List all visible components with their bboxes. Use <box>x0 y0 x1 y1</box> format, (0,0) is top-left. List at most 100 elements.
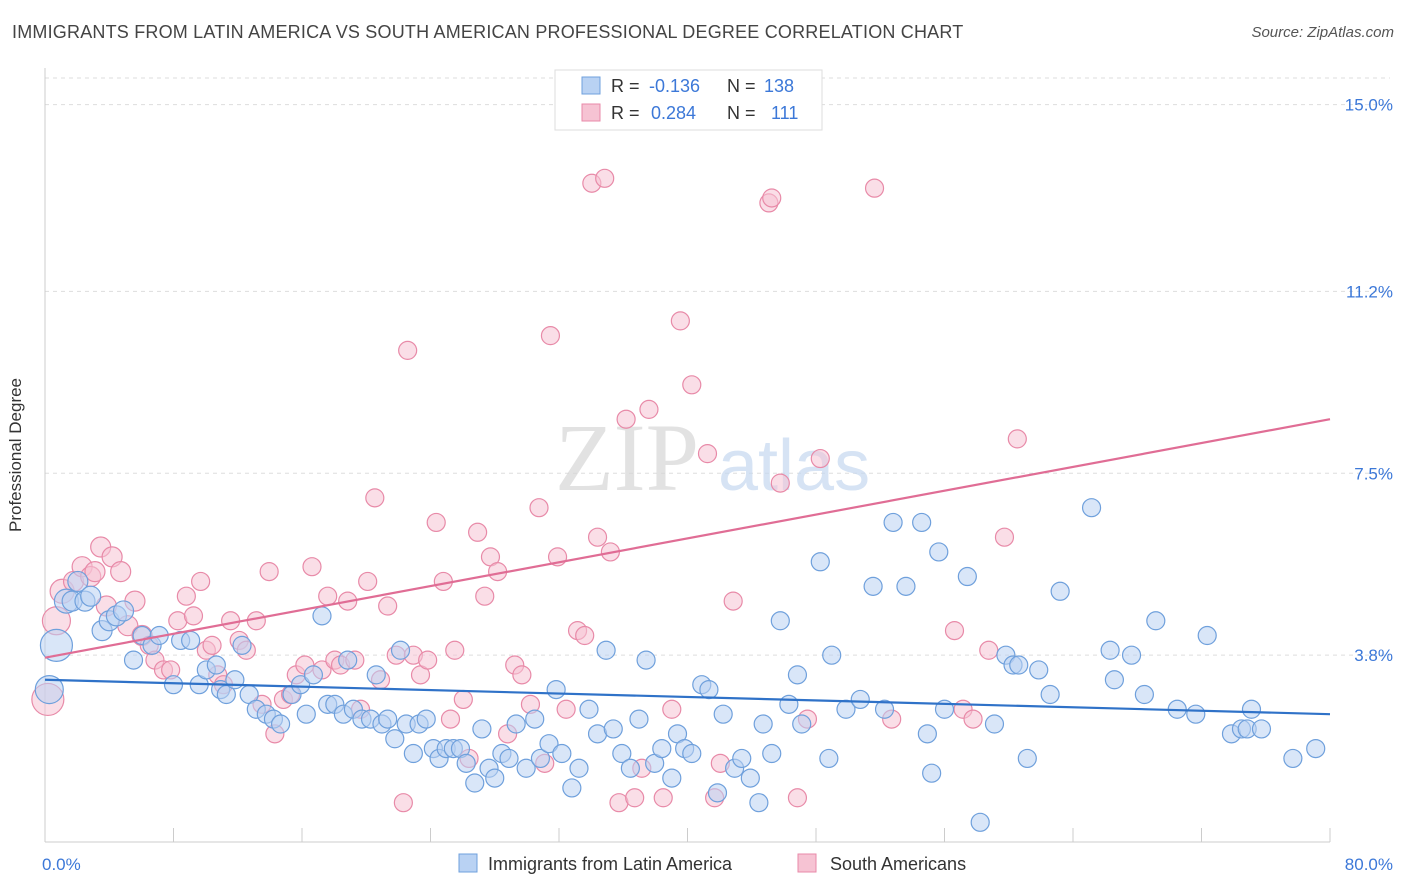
data-point <box>984 714 1005 734</box>
data-point <box>810 552 830 572</box>
data-point <box>546 679 566 700</box>
data-point <box>662 768 682 788</box>
y-tick-label: 3.8% <box>1354 646 1393 665</box>
data-point <box>181 630 201 651</box>
data-point <box>1009 655 1029 675</box>
data-point <box>603 719 623 739</box>
watermark-atlas: atlas <box>718 426 870 506</box>
data-point <box>863 576 883 596</box>
data-point <box>770 611 790 631</box>
data-point <box>110 561 132 583</box>
data-point <box>579 699 599 719</box>
data-point <box>587 527 608 547</box>
legend-n-label-1: N = <box>727 76 756 96</box>
data-point <box>525 709 545 729</box>
data-point <box>191 571 211 592</box>
data-point <box>84 561 106 583</box>
data-point <box>303 665 324 685</box>
data-point <box>393 793 413 813</box>
data-point <box>625 788 645 808</box>
data-point <box>575 625 595 646</box>
data-point <box>516 758 536 778</box>
data-point <box>318 586 338 606</box>
legend-swatch-pink <box>581 103 601 122</box>
legend-n-label-2: N = <box>727 103 756 123</box>
bottom-legend-label-pink: South Americans <box>830 854 966 874</box>
data-point <box>472 719 492 739</box>
data-point <box>883 512 903 533</box>
data-point <box>662 699 682 719</box>
data-point <box>822 645 842 665</box>
data-point <box>732 748 752 769</box>
data-point <box>753 714 773 734</box>
data-point <box>1146 611 1166 631</box>
data-point <box>506 714 526 734</box>
data-point <box>810 448 830 469</box>
data-point <box>740 768 760 788</box>
data-point <box>426 512 446 533</box>
data-point <box>653 788 673 808</box>
data-point <box>540 326 561 346</box>
data-point <box>1283 748 1303 769</box>
data-point <box>366 665 386 685</box>
data-point <box>385 729 405 749</box>
data-point <box>302 557 322 577</box>
data-point <box>770 473 790 493</box>
source-credit: Source: ZipAtlas.com <box>1251 24 1394 41</box>
data-point <box>176 586 196 606</box>
bottom-legend-label-blue: Immigrants from Latin America <box>488 854 733 874</box>
data-point <box>312 606 332 626</box>
data-point <box>290 675 311 695</box>
data-point <box>787 665 808 685</box>
data-point <box>1121 645 1142 665</box>
data-point <box>994 527 1015 547</box>
legend-r-value-2: 0.284 <box>651 103 696 123</box>
data-point <box>123 650 144 670</box>
data-point <box>418 650 438 670</box>
data-point <box>112 600 135 622</box>
data-point <box>485 768 505 788</box>
data-point <box>512 665 532 685</box>
data-point <box>183 606 204 626</box>
y-tick-label: 7.5% <box>1354 464 1393 483</box>
data-point <box>539 734 559 754</box>
data-point <box>912 512 932 533</box>
data-point <box>1007 429 1027 449</box>
data-point <box>475 586 495 606</box>
data-point <box>596 640 616 660</box>
data-point <box>682 375 702 395</box>
series-immigrants-latin-america <box>34 498 1326 832</box>
data-point <box>896 576 916 596</box>
data-point <box>682 743 702 764</box>
trend-line-blue <box>44 678 1331 716</box>
legend-r-value-1: -0.136 <box>649 76 700 96</box>
data-point <box>944 621 965 641</box>
data-point <box>499 748 519 769</box>
data-point <box>979 640 999 660</box>
data-point <box>390 640 411 660</box>
legend-box: R = -0.136 N = 138 R = 0.284 N = 111 <box>554 69 823 131</box>
data-point <box>34 674 64 705</box>
bottom-legend: Immigrants from Latin America South Amer… <box>458 853 966 874</box>
data-point <box>1186 704 1206 724</box>
data-point <box>221 611 241 631</box>
data-point <box>620 758 640 778</box>
data-point <box>1241 699 1262 719</box>
legend-r-label-1: R = <box>611 76 640 96</box>
data-point <box>636 650 656 670</box>
data-point <box>713 704 733 724</box>
data-point <box>1104 670 1125 690</box>
data-point <box>629 709 649 729</box>
series-south-americans <box>31 168 1027 813</box>
trend-line-pink <box>44 418 1331 659</box>
trend-lines <box>44 418 1331 716</box>
data-point <box>403 743 423 764</box>
data-point <box>616 409 636 429</box>
data-point <box>358 571 378 592</box>
data-point <box>232 635 252 655</box>
data-point <box>453 689 473 710</box>
data-point <box>259 562 279 582</box>
data-point <box>296 704 316 724</box>
y-tick-label: 15.0% <box>1345 96 1393 115</box>
